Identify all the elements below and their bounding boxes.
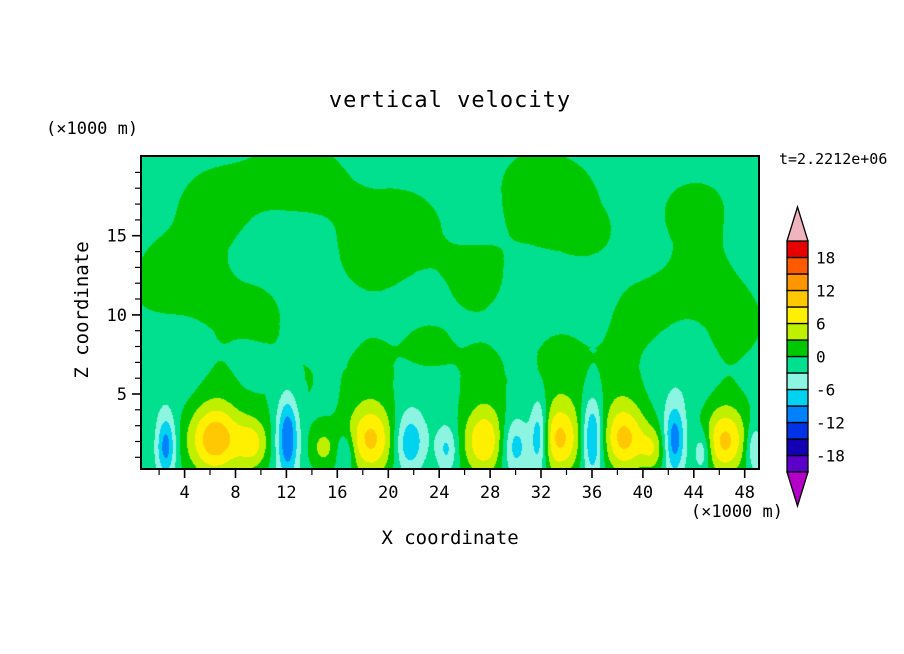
z-axis-unit-label: (×1000 m): [46, 119, 139, 139]
colorbar-cell: [786, 372, 809, 391]
colorbar-cell: [786, 273, 809, 292]
x-axis-unit-label: (×1000 m): [690, 502, 783, 522]
colorbar-cell: [786, 438, 809, 457]
x-tick-label: 20: [378, 483, 398, 503]
colorbar-cell: [786, 256, 809, 275]
y-tick-label: 15: [107, 227, 127, 247]
colorbar-tick-label: 18: [816, 249, 835, 268]
colorbar-tick-label: 12: [816, 282, 835, 301]
x-tick-label: 32: [531, 483, 551, 503]
x-tick-label: 36: [582, 483, 602, 503]
colorbar-tick-label: 0: [816, 348, 826, 367]
x-tick-label: 8: [230, 483, 240, 503]
colorbar-tick-label: -12: [816, 414, 845, 433]
colorbar-cell: [786, 306, 809, 325]
colorbar-tick-label: -6: [816, 381, 835, 400]
x-tick-label: 24: [429, 483, 449, 503]
colorbar-tick-label: 6: [816, 315, 826, 334]
colorbar-cell: [786, 289, 809, 308]
contour-field-canvas: [142, 157, 758, 468]
x-tick-label: 12: [276, 483, 296, 503]
x-tick-label: 44: [684, 483, 704, 503]
y-tick-label: 5: [117, 385, 127, 405]
x-tick-label: 40: [633, 483, 653, 503]
x-axis-title: X coordinate: [381, 527, 519, 549]
x-tick-label: 4: [179, 483, 189, 503]
chart-title: vertical velocity: [328, 88, 572, 113]
colorbar-tick-label: -18: [816, 447, 845, 466]
plot-frame: [140, 155, 760, 470]
colorbar-over-arrow: [786, 204, 809, 242]
x-tick-label: 48: [734, 483, 754, 503]
colorbar-cell: [786, 322, 809, 341]
colorbar-cell: [786, 355, 809, 374]
colorbar-cell: [786, 454, 809, 473]
x-tick-label: 16: [327, 483, 347, 503]
colorbar-cell: [786, 405, 809, 424]
y-axis-title: Z coordinate: [71, 241, 93, 379]
colorbar-under-arrow: [786, 471, 809, 509]
colorbar-cell: [786, 240, 809, 259]
time-annotation: t=2.2212e+06: [779, 150, 888, 168]
colorbar-cell: [786, 421, 809, 440]
y-tick-label: 10: [107, 306, 127, 326]
colorbar-cell: [786, 388, 809, 407]
x-tick-label: 28: [480, 483, 500, 503]
colorbar-cell: [786, 339, 809, 358]
